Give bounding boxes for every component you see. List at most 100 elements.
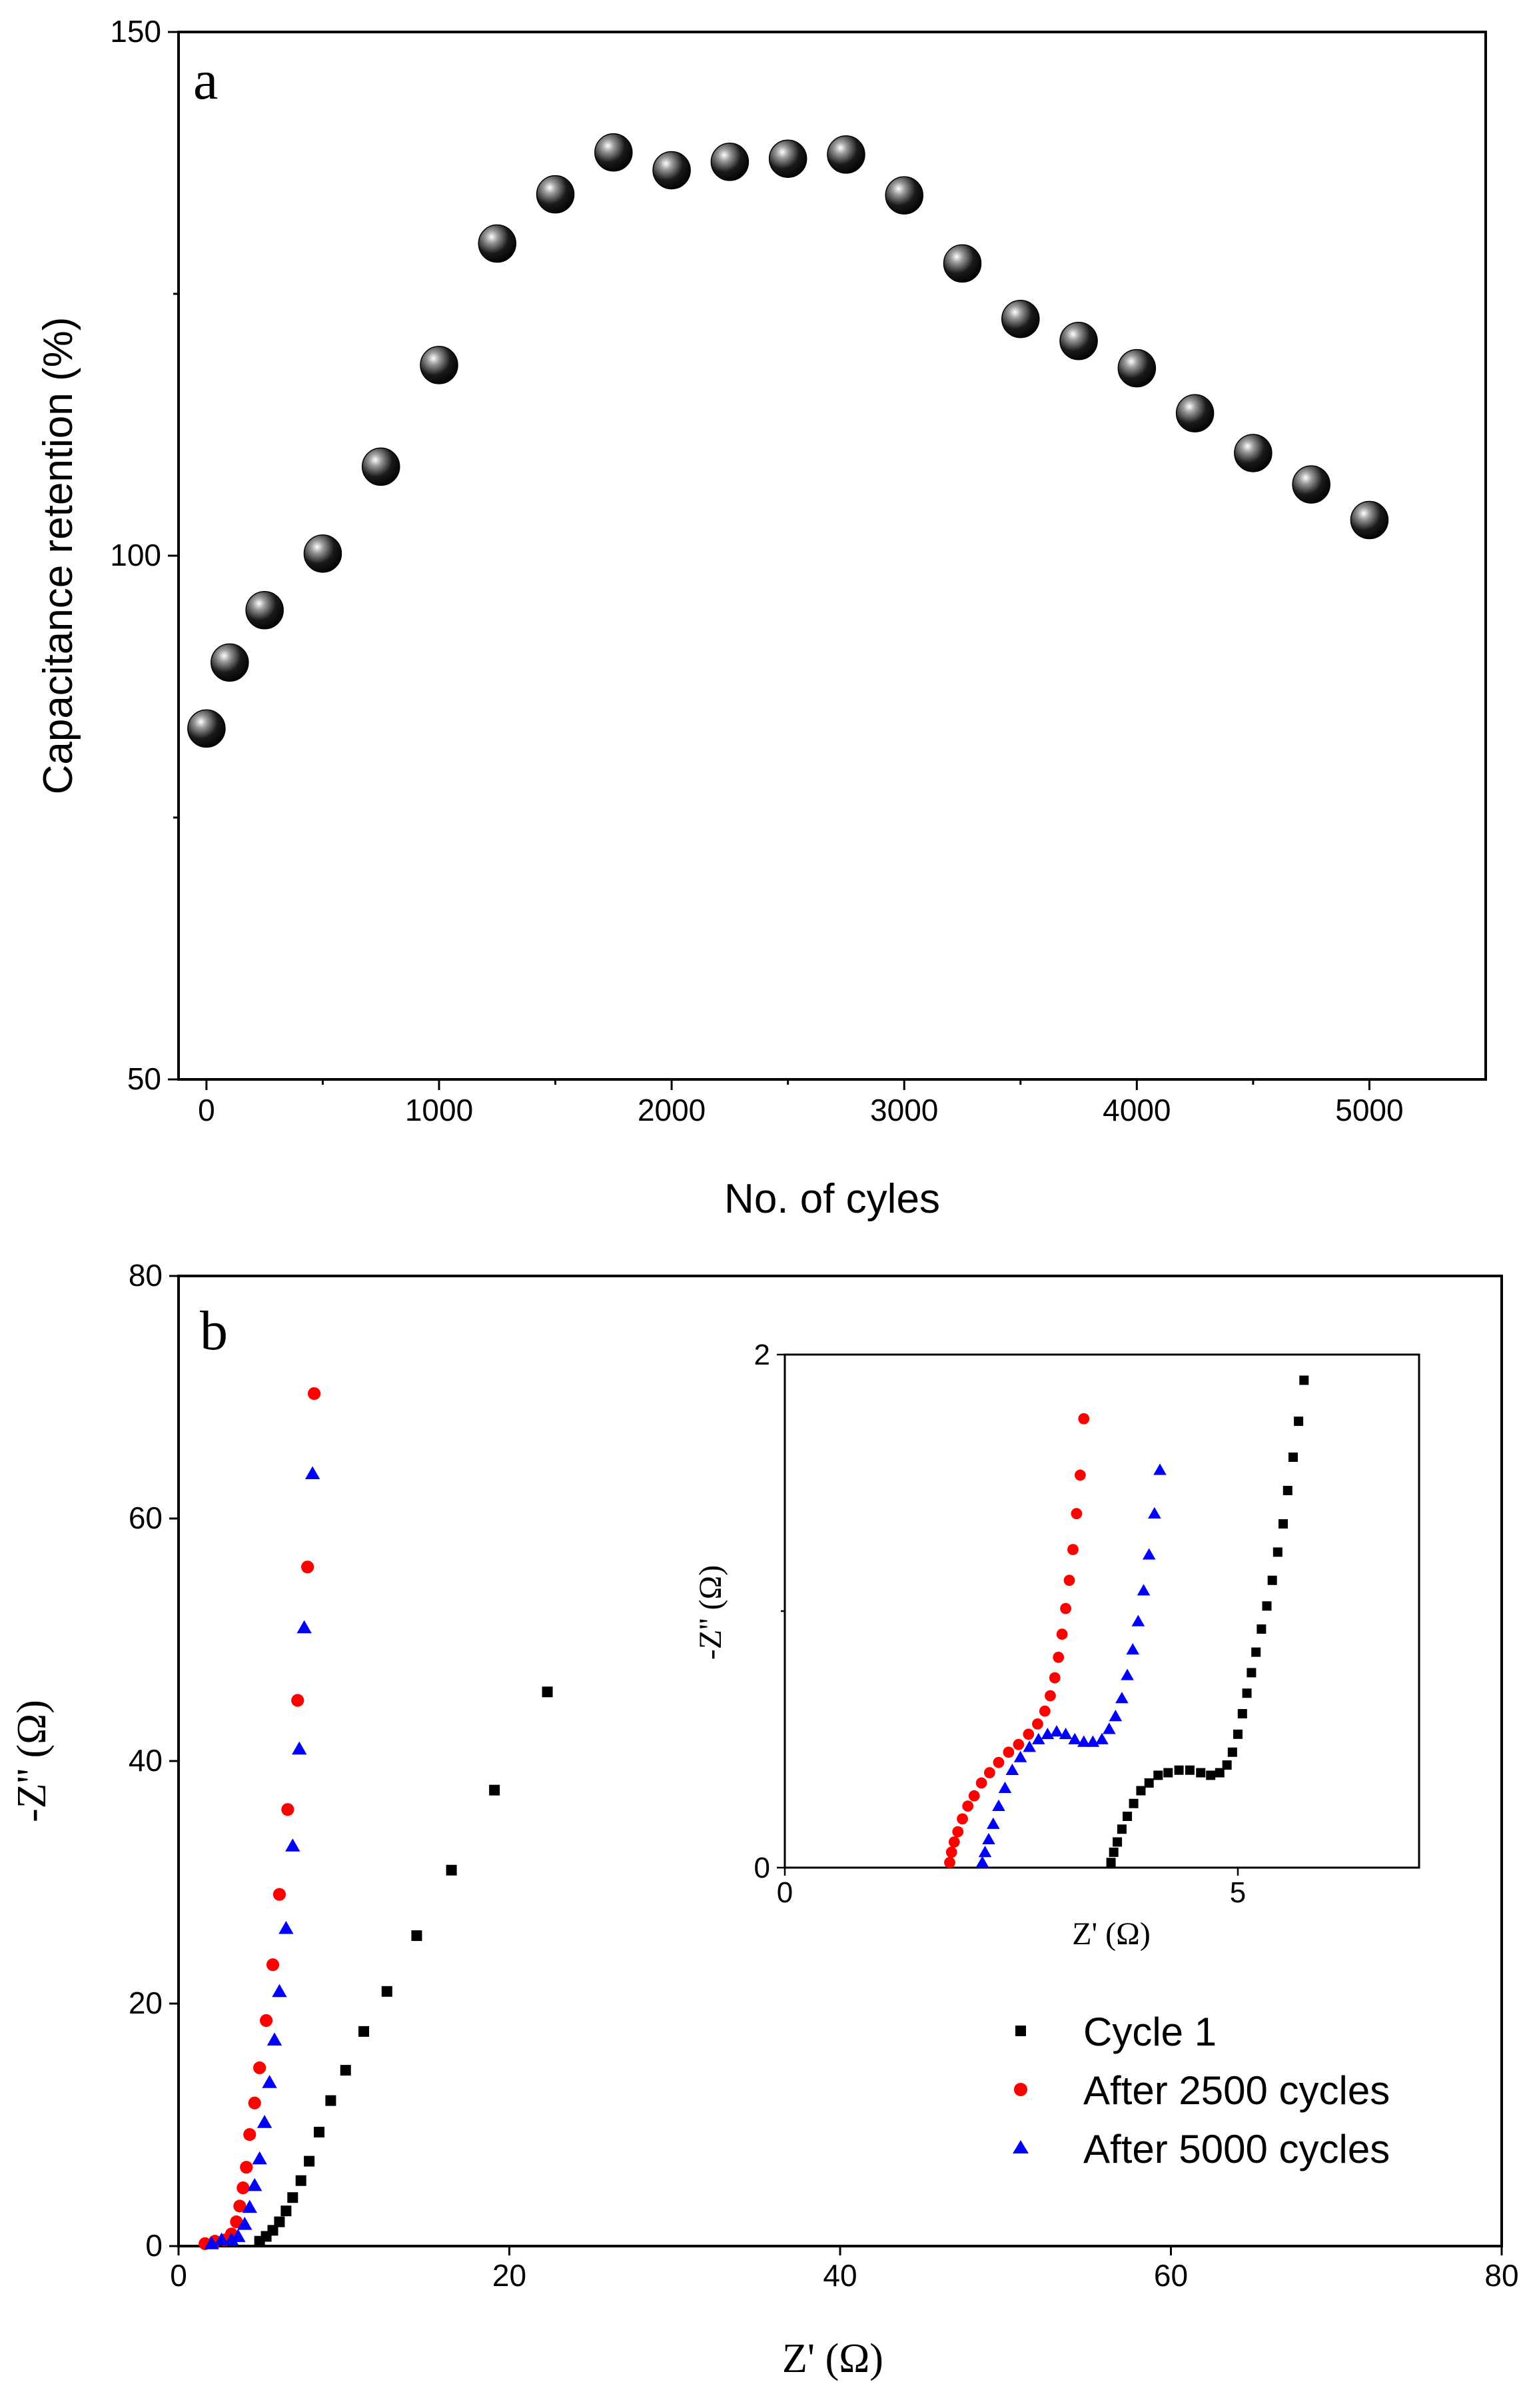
after-5000-point	[266, 2032, 282, 2046]
cycle-1-point	[267, 2225, 278, 2236]
inset-cycle-1-point	[1222, 1760, 1232, 1770]
x-tick-label: 3000	[870, 1093, 938, 1127]
inset-cycle-1-point	[1144, 1778, 1154, 1788]
y-tick-label: 100	[110, 538, 161, 572]
after-5000-point	[252, 2151, 267, 2165]
after-2500-point	[266, 1958, 280, 1972]
inset-after-2500-point	[993, 1756, 1005, 1768]
x-tick-label: 0	[777, 1876, 793, 1909]
inset-after-2500-point	[1049, 1672, 1061, 1684]
legend-marker-triangle	[1013, 2140, 1029, 2153]
retention-point	[187, 709, 226, 748]
after-5000-point	[231, 2229, 246, 2242]
inset-after-5000-point	[978, 1846, 992, 1858]
inset-cycle-1-point	[1129, 1798, 1139, 1808]
panel-b-x-axis-label: Z' (Ω)	[782, 2336, 883, 2381]
x-tick-label: 4000	[1103, 1093, 1171, 1127]
after-2500-point	[237, 2181, 250, 2195]
retention-point	[1234, 434, 1272, 472]
y-tick-label: 0	[145, 2228, 163, 2263]
inset-cycle-1-point	[1109, 1847, 1119, 1857]
cycle-1-point	[287, 2192, 298, 2203]
legend-label-after-2500: After 2500 cycles	[1083, 2068, 1390, 2113]
cycle-1-point	[381, 1986, 392, 1997]
x-tick-label: 20	[492, 2258, 526, 2293]
retention-point	[594, 133, 633, 172]
inset-cycle-1-point	[1251, 1647, 1261, 1657]
inset-cycle-1-point	[1106, 1858, 1116, 1868]
inset-after-2500-point	[948, 1836, 960, 1848]
inset-after-2500-point	[1078, 1413, 1090, 1425]
inset-after-2500-point	[1032, 1718, 1043, 1730]
cycle-1-point	[340, 2065, 351, 2076]
inset-after-5000-point	[1131, 1614, 1145, 1626]
inset-cycle-1-point	[1196, 1768, 1206, 1778]
retention-point	[1001, 299, 1040, 338]
x-tick-label: 0	[170, 2258, 187, 2293]
y-tick-label: 80	[129, 1258, 163, 1293]
cycle-1-point	[489, 1784, 500, 1796]
inset-after-5000-point	[1148, 1506, 1161, 1519]
cycle-1-point	[295, 2175, 306, 2186]
inset-after-2500-point	[944, 1856, 955, 1868]
retention-point	[652, 151, 691, 190]
inset-cycle-1-point	[1123, 1812, 1133, 1821]
inset-cycle-1-point	[1299, 1375, 1309, 1385]
retention-point	[768, 139, 807, 178]
inset-after-5000-point	[1013, 1750, 1027, 1762]
inset-y-ticks: 02	[754, 1339, 785, 1884]
after-5000-point	[292, 1741, 307, 1755]
y-tick-label: 2	[754, 1339, 770, 1371]
retention-point	[420, 346, 458, 384]
panel-b-x-ticks: 0 20 40 60 80	[170, 2246, 1519, 2293]
inset-after-2500-point	[1053, 1651, 1065, 1663]
inset-after-5000-point	[1077, 1735, 1091, 1747]
x-tick-label: 2000	[638, 1093, 706, 1127]
inset-y-axis-label: -Z'' (Ω)	[693, 1565, 728, 1660]
panel-a-y-axis-label: Capacitance retention (%)	[35, 317, 81, 795]
retention-point	[1175, 394, 1215, 432]
inset-after-2500-point	[957, 1813, 968, 1825]
inset-after-5000-point	[1095, 1732, 1109, 1744]
after-5000-point	[278, 1920, 294, 1934]
x-tick-label: 5	[1230, 1876, 1246, 1909]
inset-after-5000-point	[1005, 1763, 1019, 1776]
y-tick-label: 40	[129, 1743, 163, 1778]
inset-cycle-1-point	[1206, 1770, 1216, 1780]
inset-after-5000-point	[1137, 1584, 1151, 1596]
y-tick-label: 0	[754, 1852, 770, 1884]
inset-after-5000-point	[1115, 1692, 1129, 1704]
inset-cycle-1-point	[1136, 1786, 1146, 1796]
after-5000-point	[247, 2177, 262, 2191]
inset-cycle-1-point	[1247, 1668, 1257, 1678]
retention-point	[885, 176, 923, 215]
x-tick-label: 80	[1484, 2258, 1518, 2293]
inset-cycle-1-point	[1242, 1688, 1252, 1698]
retention-point	[536, 175, 575, 214]
cycle-1-point	[358, 2026, 370, 2037]
inset-after-2500-point	[945, 1846, 957, 1858]
inset-cycle-1-point	[1174, 1765, 1184, 1775]
panel-a-plot-frame	[177, 31, 1487, 1081]
retention-point	[361, 447, 400, 486]
inset-after-5000-point	[1121, 1668, 1134, 1680]
panel-b-letter: b	[200, 1300, 228, 1362]
inset-after-5000-point	[1032, 1732, 1045, 1744]
retention-point	[1350, 500, 1389, 540]
legend-label-cycle-1: Cycle 1	[1083, 2010, 1217, 2054]
inset-after-5000-point	[1059, 1728, 1073, 1740]
inset-after-5000-point	[1103, 1722, 1116, 1734]
cycle-1-point	[304, 2155, 315, 2167]
x-tick-label: 60	[1154, 2258, 1188, 2293]
retention-point	[245, 590, 284, 630]
after-2500-point	[307, 1387, 321, 1401]
legend-marker-square	[1015, 2026, 1026, 2036]
inset-after-5000-point	[1068, 1732, 1081, 1744]
inset-after-5000-point	[1023, 1740, 1036, 1752]
inset-after-2500-point	[1074, 1469, 1086, 1481]
inset-cycle-1-point	[1215, 1768, 1225, 1778]
inset-after-2500-point	[1013, 1738, 1025, 1750]
inset-after-2500-point	[1067, 1544, 1079, 1556]
retention-point	[827, 135, 865, 174]
